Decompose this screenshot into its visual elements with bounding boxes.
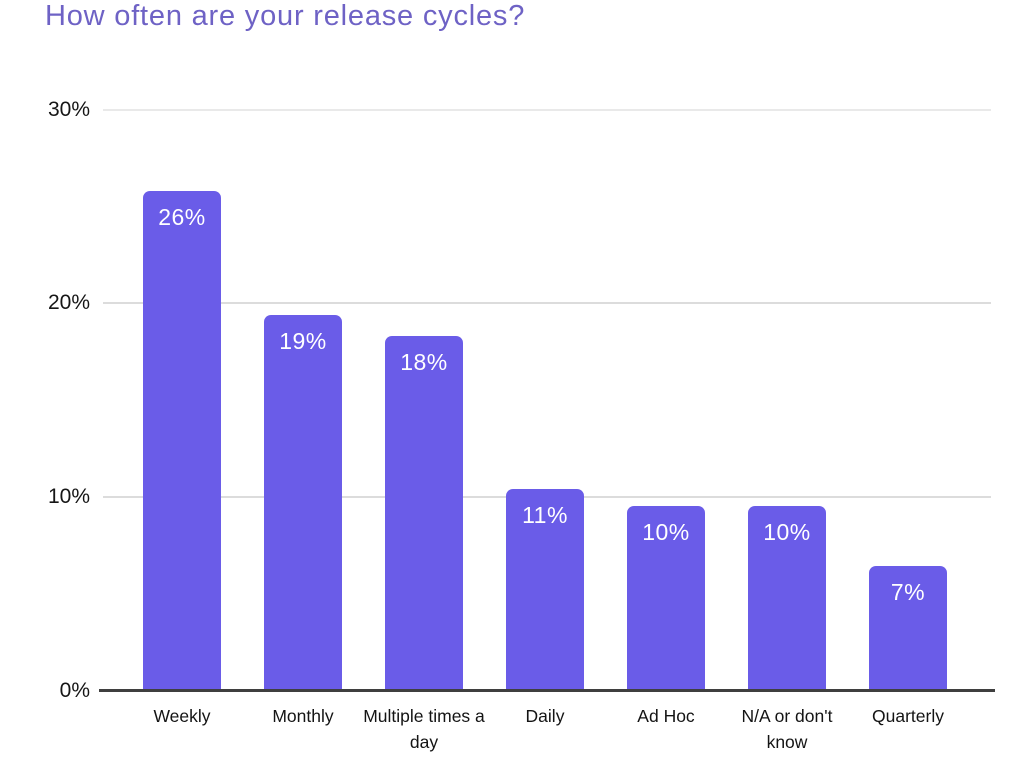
plot-area: 26% 19% 18% 11% 10% 10% 7% (99, 109, 995, 692)
bar-monthly: 19% (264, 314, 342, 690)
y-axis-tick-0: 0% (59, 679, 90, 702)
bar-value-label: 18% (400, 349, 448, 376)
bar-daily: 11% (506, 488, 584, 690)
gridline-30 (103, 109, 991, 111)
x-axis-label-monthly: Monthly (272, 706, 334, 726)
x-axis-label-multiple-times-a-day: Multiple times a day (363, 706, 485, 752)
x-axis-line (99, 689, 995, 692)
bar-quarterly: 7% (869, 566, 947, 690)
y-axis-tick-30: 30% (47, 98, 90, 121)
bar-value-label: 7% (890, 579, 926, 606)
x-axis-label-daily: Daily (525, 706, 565, 726)
x-axis-label-na-or-dont-know: N/A or don't know (741, 706, 833, 752)
bar-na-or-dont-know: 10% (748, 506, 826, 690)
y-axis-tick-20: 20% (47, 291, 90, 314)
chart-title: How often are your release cycles? (45, 0, 526, 32)
bar-value-label: 10% (642, 519, 690, 546)
gridline-20 (103, 302, 991, 304)
bar-value-label: 26% (158, 204, 206, 231)
bar-value-label: 10% (763, 519, 811, 546)
bar-value-label: 11% (522, 501, 568, 528)
x-axis-label-quarterly: Quarterly (872, 706, 944, 726)
x-axis-label-weekly: Weekly (153, 706, 211, 726)
bar-multiple-times-a-day: 18% (385, 336, 463, 690)
bar-value-label: 19% (279, 327, 327, 354)
bar-weekly: 26% (143, 191, 221, 690)
x-axis-label-ad-hoc: Ad Hoc (637, 706, 695, 726)
bar-ad-hoc: 10% (627, 506, 705, 690)
y-axis-tick-10: 10% (47, 485, 90, 508)
